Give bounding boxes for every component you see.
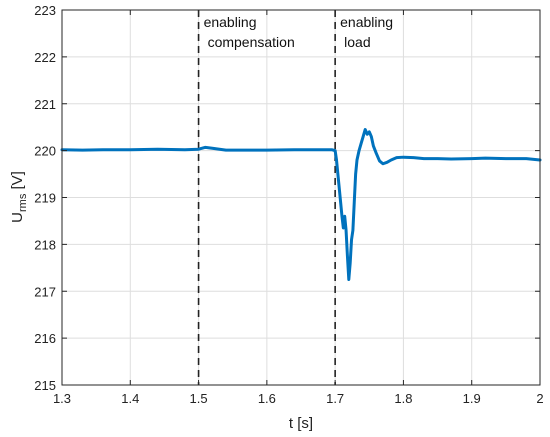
series-line <box>60 128 542 282</box>
x-tick-label: 1.9 <box>463 391 481 406</box>
y-axis-label: Urms [V] <box>9 171 29 223</box>
x-tick-label: 1.4 <box>121 391 139 406</box>
y-tick-label: 215 <box>34 378 56 393</box>
y-tick-label: 218 <box>34 237 56 252</box>
y-tick-label: 220 <box>34 144 56 159</box>
y-tick-label: 222 <box>34 50 56 65</box>
y-axis-ticks: 215 216 217 218 219 220 221 222 223 <box>34 3 540 393</box>
event-label-line: enabling <box>204 14 257 30</box>
event-label: enabling load <box>340 14 393 50</box>
x-tick-label: 1.5 <box>190 391 208 406</box>
y-axis-label-main: U <box>9 212 26 223</box>
event-label: enabling compensation <box>204 14 295 50</box>
x-axis-ticks: 1.3 1.4 1.5 1.6 1.7 1.8 1.9 2 <box>53 10 544 406</box>
x-tick-label: 1.3 <box>53 391 71 406</box>
event-label-line: compensation <box>208 34 295 50</box>
series <box>60 128 542 282</box>
y-tick-label: 223 <box>34 3 56 18</box>
x-axis-label: t [s] <box>289 415 313 432</box>
event-label-line: enabling <box>340 14 393 30</box>
y-tick-label: 221 <box>34 97 56 112</box>
x-tick-label: 1.6 <box>258 391 276 406</box>
event-markers: enabling compensation enabling load <box>197 10 393 385</box>
y-tick-label: 216 <box>34 331 56 346</box>
x-tick-label: 1.8 <box>394 391 412 406</box>
x-tick-label: 2 <box>536 391 543 406</box>
event-label-line: load <box>344 34 370 50</box>
x-tick-label: 1.7 <box>326 391 344 406</box>
y-tick-label: 219 <box>34 191 56 206</box>
y-axis-label-unit: [V] <box>9 171 26 194</box>
y-axis-label-sub: rms <box>17 193 29 212</box>
y-tick-label: 217 <box>34 284 56 299</box>
